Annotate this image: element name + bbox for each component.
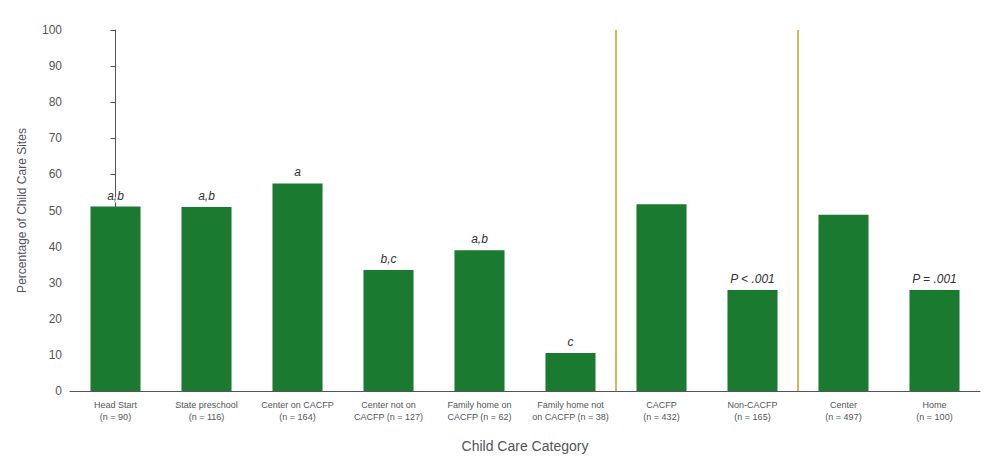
svg-text:a,b: a,b bbox=[198, 189, 215, 203]
svg-text:80: 80 bbox=[49, 95, 63, 109]
svg-text:Family home on: Family home on bbox=[447, 400, 511, 410]
svg-text:0: 0 bbox=[55, 384, 62, 398]
svg-text:(n = 497): (n = 497) bbox=[825, 412, 861, 422]
svg-text:Center: Center bbox=[830, 400, 857, 410]
svg-text:State preschool: State preschool bbox=[175, 400, 238, 410]
svg-text:(n = 100): (n = 100) bbox=[916, 412, 952, 422]
svg-text:(n = 164): (n = 164) bbox=[279, 412, 315, 422]
svg-text:10: 10 bbox=[49, 348, 63, 362]
svg-text:(n = 116): (n = 116) bbox=[189, 412, 225, 422]
svg-text:50: 50 bbox=[49, 204, 63, 218]
svg-text:60: 60 bbox=[49, 167, 63, 181]
svg-text:b,c: b,c bbox=[380, 252, 396, 266]
svg-text:Head Start: Head Start bbox=[94, 400, 138, 410]
svg-text:100: 100 bbox=[42, 23, 62, 37]
svg-text:on CACFP (n = 38): on CACFP (n = 38) bbox=[532, 412, 609, 422]
svg-text:a,b: a,b bbox=[471, 232, 488, 246]
svg-text:a: a bbox=[294, 165, 301, 179]
svg-text:CACFP (n = 62): CACFP (n = 62) bbox=[447, 412, 511, 422]
svg-text:Percentage of Child Care Sites: Percentage of Child Care Sites bbox=[15, 128, 29, 293]
svg-text:Family home not: Family home not bbox=[537, 400, 604, 410]
svg-text:CACFP: CACFP bbox=[646, 400, 677, 410]
svg-text:(n = 165): (n = 165) bbox=[734, 412, 770, 422]
svg-text:Non-CACFP: Non-CACFP bbox=[727, 400, 777, 410]
svg-text:CACFP (n = 127): CACFP (n = 127) bbox=[354, 412, 423, 422]
svg-text:Center not on: Center not on bbox=[361, 400, 416, 410]
svg-text:20: 20 bbox=[49, 312, 63, 326]
svg-text:P < .001: P < .001 bbox=[730, 272, 775, 286]
svg-text:a,b: a,b bbox=[107, 189, 124, 203]
svg-text:(n = 432): (n = 432) bbox=[643, 412, 679, 422]
svg-text:40: 40 bbox=[49, 240, 63, 254]
svg-text:70: 70 bbox=[49, 131, 63, 145]
svg-text:Center on CACFP: Center on CACFP bbox=[261, 400, 334, 410]
svg-text:c: c bbox=[568, 335, 574, 349]
svg-text:30: 30 bbox=[49, 276, 63, 290]
svg-text:P = .001: P = .001 bbox=[912, 272, 957, 286]
svg-text:Home: Home bbox=[922, 400, 946, 410]
svg-text:90: 90 bbox=[49, 59, 63, 73]
svg-text:Child Care Category: Child Care Category bbox=[462, 438, 589, 454]
svg-text:(n = 90): (n = 90) bbox=[100, 412, 131, 422]
